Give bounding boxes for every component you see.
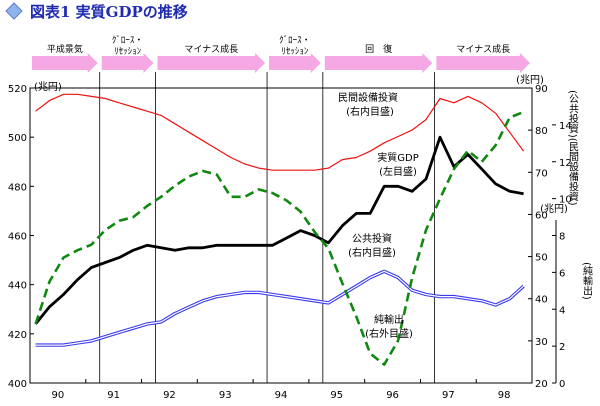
right-inner-tick-label-1: 30 — [535, 337, 548, 348]
phase-label-3-b: ﾘｾｯｼｮﾝ — [281, 46, 309, 57]
right-outer-tick-label-3: 6 — [559, 268, 565, 279]
phase-arrow-0 — [32, 53, 98, 73]
right-inner-tick-label-0: 20 — [535, 379, 548, 390]
annotation-6: 純輸出 — [374, 313, 404, 326]
phase-label-1-b: ﾘｾｯｼｮﾝ — [114, 46, 142, 57]
x-tick-label-2: 92 — [163, 390, 176, 401]
right-inner-tick-label-2: 40 — [535, 295, 548, 306]
phase-arrow-5 — [436, 53, 530, 73]
right-outer-tick-label-2: 4 — [559, 305, 565, 316]
right-inner-tick-label-4: 60 — [535, 210, 548, 221]
series-annotations: 民間設備投資(右内目盛)実質GDP(左目盛)公共投資(右内目盛)純輸出(右外目盛… — [338, 91, 419, 340]
x-tick-label-7: 97 — [442, 390, 455, 401]
annotation-4: 公共投資 — [352, 232, 392, 245]
right-outer-tick-label-1: 2 — [559, 342, 565, 353]
chart-title-group: 図表1 実質GDPの推移 — [5, 2, 188, 21]
phase-arrows: 平成景気ｸﾞﾛｰｽ・ﾘｾｯｼｮﾝ マイナス成長ｸﾞﾛｰｽ・ﾘｾｯｼｮﾝ回 復マイナ… — [32, 35, 530, 73]
x-tick-label-5: 95 — [330, 390, 343, 401]
axes: 90 91 92 93 94 95 96 97 98400420440460480500520(… — [8, 74, 593, 401]
right-outer-axis-unit: (兆円) — [540, 203, 568, 215]
left-tick-label-4: 480 — [8, 182, 27, 193]
right-inner-tick-label-6: 80 — [535, 126, 548, 137]
right-inner-axis-label: (公共投資)(民間設備投資) — [567, 90, 579, 206]
left-tick-label-6: 520 — [8, 84, 27, 95]
right-outer-tick-label-5: 10 — [559, 195, 572, 206]
series-line-1 — [35, 93, 525, 171]
plot-frame — [29, 87, 533, 384]
phase-arrow-2 — [157, 53, 266, 73]
right-outer-tick-label-0: 0 — [559, 379, 565, 390]
right-inner-tick-label-5: 70 — [535, 168, 548, 179]
phase-arrow-3 — [269, 53, 321, 73]
phase-label-5: マイナス成長 — [456, 43, 510, 55]
right-outer-tick-label-7: 14 — [559, 121, 572, 132]
right-outer-tick-label-6: 12 — [559, 158, 572, 169]
right-inner-tick-label-3: 50 — [535, 253, 548, 264]
annotation-2: 実質GDP — [377, 151, 418, 164]
series-line-3 — [34, 110, 525, 366]
right-inner-tick-label-7: 90 — [535, 84, 548, 95]
left-tick-label-5: 500 — [8, 133, 27, 144]
series-lines — [34, 93, 525, 366]
x-tick-label-6: 96 — [386, 390, 399, 401]
phase-arrow-1 — [101, 53, 154, 73]
annotation-3: (左目盛) — [379, 165, 417, 178]
left-axis-unit: (兆円) — [34, 81, 62, 93]
x-tick-label-1: 91 — [107, 390, 120, 401]
diamond-icon — [5, 2, 23, 20]
series-line-0 — [34, 135, 524, 325]
phase-label-4: 回 復 — [365, 43, 392, 55]
right-inner-axis-unit: (兆円) — [516, 74, 544, 86]
annotation-1: (右内目盛) — [346, 105, 394, 118]
phase-label-2: マイナス成長 — [184, 43, 238, 55]
series-line-2 — [35, 269, 525, 347]
x-tick-label-3: 93 — [219, 390, 232, 401]
annotation-5: (右内目盛) — [348, 246, 396, 259]
x-tick-label-8: 98 — [498, 390, 511, 401]
annotation-0: 民間設備投資 — [338, 91, 398, 104]
chart-title: 図表1 実質GDPの推移 — [30, 3, 188, 21]
series-line-2-inner — [35, 270, 525, 346]
x-tick-label-4: 94 — [275, 390, 288, 401]
right-outer-tick-label-4: 8 — [559, 232, 565, 243]
left-tick-label-3: 460 — [8, 232, 27, 243]
phase-label-3-a: ｸﾞﾛｰｽ・ — [279, 35, 311, 46]
left-tick-label-2: 440 — [8, 281, 27, 292]
phase-label-0: 平成景気 — [47, 43, 83, 55]
left-tick-label-0: 400 — [8, 379, 27, 390]
phase-arrow-4 — [324, 53, 433, 73]
phase-dividers — [99, 72, 435, 383]
x-tick-label-0: 90 — [52, 390, 65, 401]
phase-label-1-a: ｸﾞﾛｰｽ・ — [112, 35, 144, 46]
left-tick-label-1: 420 — [8, 330, 27, 341]
annotation-7: (右外目盛) — [365, 327, 413, 340]
right-outer-axis-label: (純輸出) — [581, 262, 593, 300]
